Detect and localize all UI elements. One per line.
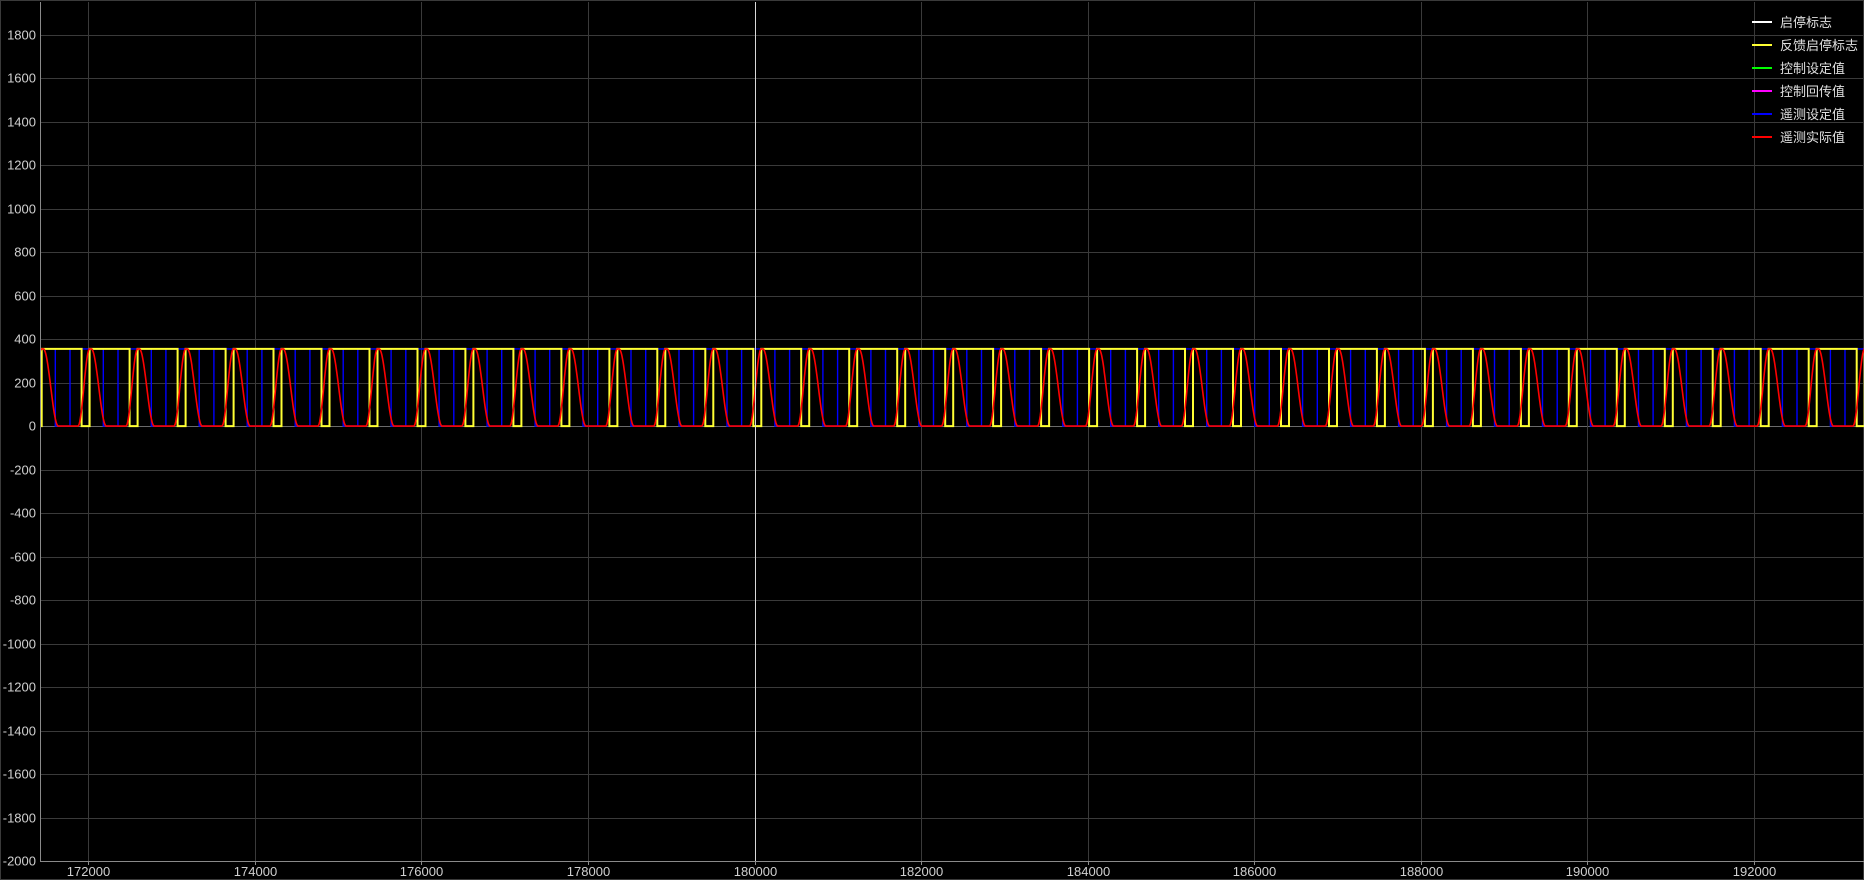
legend-item-label[interactable]: 控制设定值	[1780, 61, 1845, 77]
x-tick-label: 172000	[67, 864, 110, 879]
y-tick-label: -1400	[3, 724, 36, 739]
y-tick-label: 1000	[7, 202, 36, 217]
y-tick-label: 800	[14, 245, 36, 260]
y-tick-label: 1600	[7, 71, 36, 86]
y-tick-label: -1200	[3, 680, 36, 695]
y-tick-label: -2000	[3, 854, 36, 869]
y-tick-label: -800	[10, 593, 36, 608]
y-tick-label: 400	[14, 332, 36, 347]
y-axis-tick-labels: 1800 1600 1400 1200 1000 800 600 400 200 0 -200 -40…	[3, 28, 36, 869]
y-tick-label: 600	[14, 289, 36, 304]
legend-item-label[interactable]: 遥测实际值	[1780, 130, 1845, 146]
y-tick-label: -600	[10, 550, 36, 565]
y-tick-label: -200	[10, 463, 36, 478]
y-tick-label: 1200	[7, 158, 36, 173]
grid-lines	[40, 2, 1864, 862]
x-tick-label: 178000	[567, 864, 610, 879]
y-tick-label: 200	[14, 376, 36, 391]
series-lines	[41, 347, 1864, 428]
x-tick-label: 184000	[1067, 864, 1110, 879]
y-tick-label: -400	[10, 506, 36, 521]
legend-item-label[interactable]: 反馈启停标志	[1780, 38, 1858, 54]
series-line-1	[41, 347, 1864, 428]
y-tick-label: -1600	[3, 767, 36, 782]
legend-item-label[interactable]: 控制回传值	[1780, 84, 1845, 100]
series-line-5	[41, 348, 1864, 427]
x-tick-label: 186000	[1233, 864, 1276, 879]
x-tick-label: 176000	[400, 864, 443, 879]
x-tick-label: 192000	[1733, 864, 1776, 879]
x-tick-label: 174000	[234, 864, 277, 879]
legend-item-label[interactable]: 遥测设定值	[1780, 107, 1845, 123]
y-tick-label: -1000	[3, 637, 36, 652]
x-tick-label: 188000	[1400, 864, 1443, 879]
series-line-4	[41, 348, 1864, 427]
y-tick-label: 0	[29, 419, 36, 434]
y-tick-label: -1800	[3, 811, 36, 826]
x-axis-tick-labels: 172000 174000 176000 178000 180000 182000 1840…	[67, 864, 1776, 879]
x-tick-label: 182000	[900, 864, 943, 879]
x-tick-label: 190000	[1566, 864, 1609, 879]
y-tick-label: 1400	[7, 115, 36, 130]
y-tick-label: 1800	[7, 28, 36, 43]
legend-item-label[interactable]: 启停标志	[1780, 15, 1832, 31]
x-tick-label: 180000	[734, 864, 777, 879]
